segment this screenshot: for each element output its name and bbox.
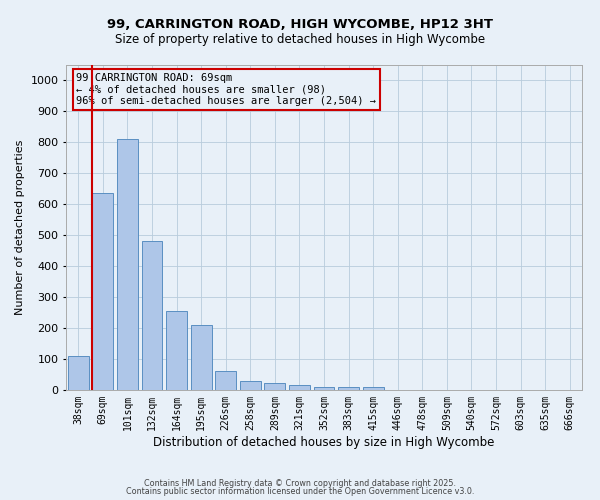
Text: Contains public sector information licensed under the Open Government Licence v3: Contains public sector information licen… xyxy=(126,487,474,496)
Bar xyxy=(314,387,334,390)
Text: Size of property relative to detached houses in High Wycombe: Size of property relative to detached ho… xyxy=(115,32,485,46)
Bar xyxy=(166,311,187,390)
Bar xyxy=(68,356,89,390)
Bar xyxy=(338,387,359,390)
Bar xyxy=(191,325,212,390)
Bar xyxy=(240,382,261,390)
Bar xyxy=(92,194,113,390)
Bar xyxy=(362,387,383,390)
Bar xyxy=(215,371,236,390)
X-axis label: Distribution of detached houses by size in High Wycombe: Distribution of detached houses by size … xyxy=(154,436,494,448)
Bar xyxy=(265,383,286,390)
Text: 99 CARRINGTON ROAD: 69sqm
← 4% of detached houses are smaller (98)
96% of semi-d: 99 CARRINGTON ROAD: 69sqm ← 4% of detach… xyxy=(76,73,376,106)
Bar xyxy=(117,140,138,390)
Y-axis label: Number of detached properties: Number of detached properties xyxy=(15,140,25,315)
Bar xyxy=(142,242,163,390)
Text: Contains HM Land Registry data © Crown copyright and database right 2025.: Contains HM Land Registry data © Crown c… xyxy=(144,478,456,488)
Text: 99, CARRINGTON ROAD, HIGH WYCOMBE, HP12 3HT: 99, CARRINGTON ROAD, HIGH WYCOMBE, HP12 … xyxy=(107,18,493,30)
Bar xyxy=(289,386,310,390)
